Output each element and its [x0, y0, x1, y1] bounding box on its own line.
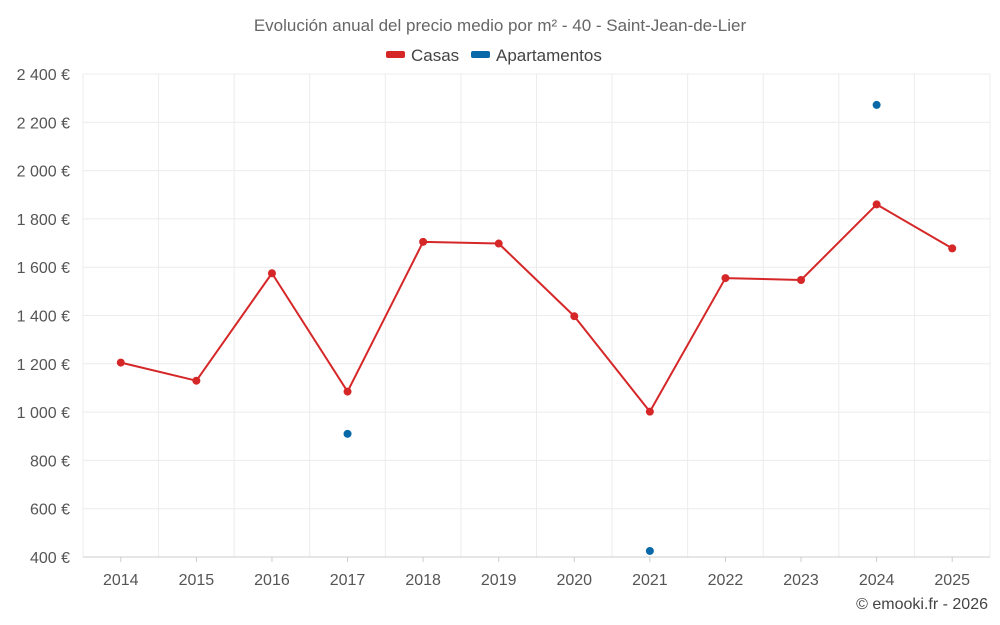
data-point-casas[interactable]: [116, 358, 125, 367]
data-point-casas[interactable]: [192, 376, 201, 385]
data-point-casas[interactable]: [721, 274, 730, 283]
data-point-casas[interactable]: [645, 407, 654, 416]
x-tick-label: 2019: [481, 572, 517, 589]
y-tick-label: 1 000 €: [17, 405, 70, 422]
y-tick-label: 1 800 €: [17, 212, 70, 229]
y-tick-label: 2 200 €: [17, 115, 70, 132]
x-tick-label: 2022: [708, 572, 744, 589]
y-tick-label: 600 €: [30, 502, 70, 519]
y-tick-label: 2 000 €: [17, 164, 70, 181]
x-tick-label: 2016: [254, 572, 290, 589]
x-tick-label: 2015: [179, 572, 215, 589]
x-tick-label: 2021: [632, 572, 668, 589]
legend-item-apartamentos[interactable]: Apartamentos: [471, 46, 602, 65]
data-point-apartamentos[interactable]: [872, 100, 881, 109]
x-tick-label: 2024: [859, 572, 895, 589]
legend-item-casas[interactable]: Casas: [386, 46, 459, 65]
series-layer: [116, 100, 957, 555]
y-tick-label: 1 400 €: [17, 309, 70, 326]
y-tick-label: 400 €: [30, 550, 70, 567]
data-point-casas[interactable]: [419, 237, 428, 246]
y-tick-label: 2 400 €: [17, 67, 70, 84]
legend-label-casas: Casas: [411, 46, 459, 65]
data-point-casas[interactable]: [797, 275, 806, 284]
y-tick-label: 1 600 €: [17, 260, 70, 277]
data-point-apartamentos[interactable]: [343, 429, 352, 438]
x-tick-label: 2017: [330, 572, 366, 589]
x-tick-label: 2023: [783, 572, 819, 589]
x-tick-label: 2014: [103, 572, 139, 589]
y-tick-label: 800 €: [30, 453, 70, 470]
data-point-casas[interactable]: [570, 312, 579, 321]
legend-label-apartamentos: Apartamentos: [496, 46, 602, 65]
legend-swatch-casas: [386, 51, 405, 58]
data-point-casas[interactable]: [343, 387, 352, 396]
data-point-apartamentos[interactable]: [645, 546, 654, 555]
data-point-casas[interactable]: [494, 239, 503, 248]
x-gridlines: [82, 74, 991, 557]
x-tick-label: 2018: [405, 572, 441, 589]
y-tick-label: 1 200 €: [17, 357, 70, 374]
x-tick-label: 2020: [556, 572, 592, 589]
x-axis-labels: 2014 2015 2016 2017 2018 2019 2020 2021 2022 2023…: [103, 557, 970, 589]
x-tick-label: 2025: [934, 572, 970, 589]
data-point-casas[interactable]: [948, 244, 957, 253]
credit-text: © emooki.fr - 2026: [856, 596, 988, 613]
data-point-casas[interactable]: [267, 269, 276, 278]
chart-title: Evolución anual del precio medio por m² …: [254, 16, 747, 35]
legend: Casas Apartamentos: [386, 46, 602, 65]
data-point-casas[interactable]: [872, 200, 881, 209]
legend-swatch-apartamentos: [471, 51, 490, 58]
series-line-casas: [120, 203, 953, 413]
y-axis-labels: 400 € 600 € 800 € 1 000 € 1 200 € 1 400 € 1 60…: [17, 67, 70, 567]
